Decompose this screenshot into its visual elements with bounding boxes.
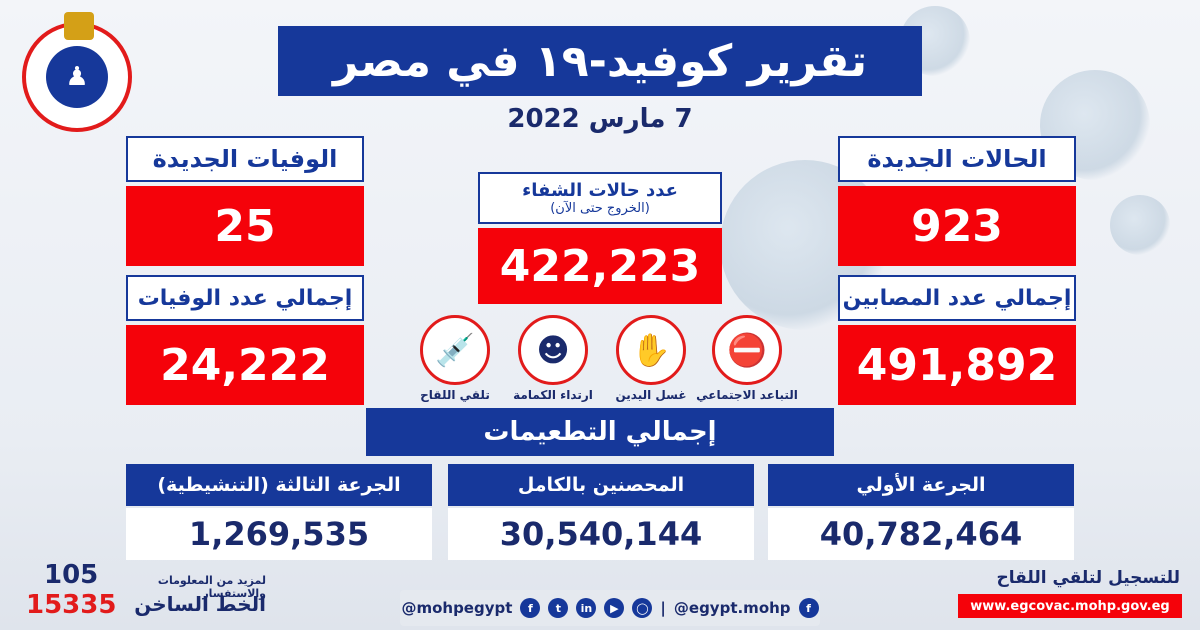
hand-washing-icon: ✋ (616, 315, 686, 385)
ministry-logo: ♟ (22, 22, 132, 132)
social-bar: @mohpegypt f t in ▶ ◯ | @egypt.mohp f (400, 590, 820, 626)
hotline-info: لمزيد من المعلومات والاستفسار (157, 574, 266, 600)
recovered-label: عدد حالات الشفاء (522, 180, 678, 201)
register-label: للتسجيل لتلقي اللقاح (996, 568, 1180, 588)
instagram-icon[interactable]: ◯ (632, 598, 653, 618)
booster-label: الجرعة الثالثة (التنشيطية) (126, 464, 432, 506)
booster-value: 1,269,535 (126, 508, 432, 560)
recovered-label-box: عدد حالات الشفاء (الخروج حتى الآن) (478, 172, 722, 224)
total-deaths-label: إجمالي عدد الوفيات (126, 275, 364, 321)
new-cases-value: 923 (838, 186, 1076, 266)
report-date: 7 مارس 2022 (507, 104, 693, 134)
new-cases-label: الحالات الجديدة (838, 136, 1076, 182)
total-deaths-value: 24,222 (126, 325, 364, 405)
twitter-icon[interactable]: t (548, 598, 569, 618)
precaution-label: غسل اليدين (615, 388, 687, 402)
facebook-icon[interactable]: f (520, 598, 541, 618)
total-cases-label: إجمالي عدد المصابين (838, 275, 1076, 321)
divider: | (660, 599, 666, 617)
vaccinations-title: إجمالي التطعيمات (366, 408, 834, 456)
vaccine-icon: 💉 (420, 315, 490, 385)
recovered-value: 422,223 (478, 228, 722, 304)
precaution-label: تلقي اللقاح (420, 388, 490, 402)
facebook-handle[interactable]: @egypt.mohp (673, 599, 791, 617)
total-cases-value: 491,892 (838, 325, 1076, 405)
recovered-sublabel: (الخروج حتى الآن) (550, 201, 650, 216)
family-icon: ♟ (46, 46, 108, 108)
precaution-label: التباعد الاجتماعي (696, 388, 798, 402)
first-dose-label: الجرعة الأولي (768, 464, 1074, 506)
new-deaths-value: 25 (126, 186, 364, 266)
precaution-label: ارتداء الكمامة (513, 388, 593, 402)
fully-vaccinated-value: 30,540,144 (448, 508, 754, 560)
hotline-15335: 15335 (26, 590, 117, 620)
face-mask-icon: ☻ (518, 315, 588, 385)
hotline-label: الخط الساخن (134, 592, 266, 616)
facebook-icon[interactable]: f (798, 598, 819, 618)
youtube-icon[interactable]: ▶ (604, 598, 625, 618)
register-url[interactable]: www.egcovac.mohp.gov.eg (958, 594, 1182, 618)
social-distancing-icon: ⛔ (712, 315, 782, 385)
new-deaths-label: الوفيات الجديدة (126, 136, 364, 182)
social-handle[interactable]: @mohpegypt (401, 599, 513, 617)
page-title: تقرير كوفيد-١٩ في مصر (278, 26, 922, 96)
first-dose-value: 40,782,464 (768, 508, 1074, 560)
virus-decoration (1110, 195, 1170, 255)
linkedin-icon[interactable]: in (576, 598, 597, 618)
hotline-105: 105 (44, 560, 99, 590)
eagle-emblem-icon (64, 12, 94, 40)
fully-vaccinated-label: المحصنين بالكامل (448, 464, 754, 506)
